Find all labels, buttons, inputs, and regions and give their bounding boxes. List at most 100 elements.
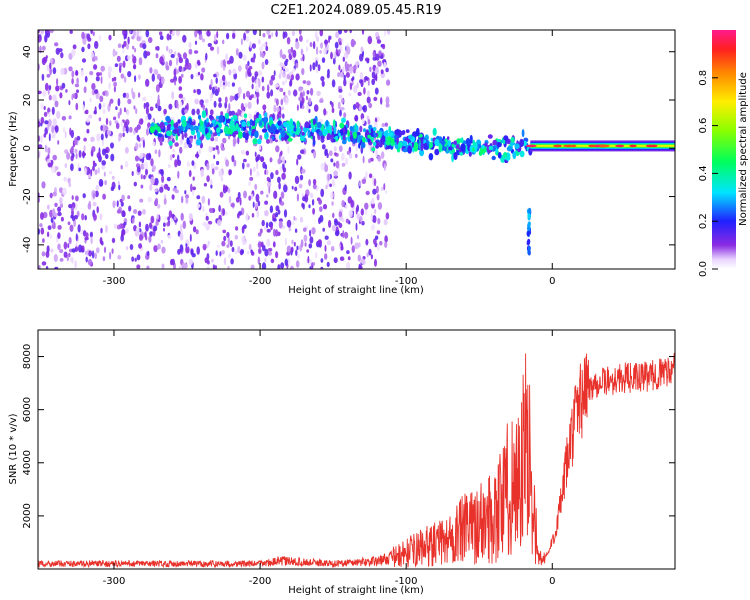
heatmap-noise-cell (134, 155, 140, 162)
heatmap-noise-cell (272, 241, 276, 248)
heatmap-noise-cell (222, 39, 225, 45)
heatmap-noise-cell (213, 154, 216, 159)
heatmap-noise-cell (93, 64, 98, 70)
heatmap-noise-cell (136, 264, 141, 269)
heatmap-noise-cell (365, 171, 368, 179)
heatmap-noise-cell (311, 199, 315, 206)
heatmap-noise-cell (185, 243, 188, 248)
snr-x-tick-label: -100 (395, 576, 418, 587)
heatmap-noise-cell (176, 57, 179, 66)
heatmap-noise-cell (306, 103, 309, 112)
heatmap-noise-cell (54, 202, 58, 207)
heatmap-noise-cell (154, 69, 159, 75)
heatmap-noise-cell (115, 122, 120, 129)
heatmap-noise-cell (47, 162, 52, 168)
heatmap-noise-cell (287, 49, 292, 54)
heatmap-noise-cell (43, 106, 46, 110)
heatmap-noise-cell (371, 224, 376, 231)
heatmap-noise-cell (169, 154, 173, 161)
heatmap-noise-cell (49, 30, 54, 34)
heatmap-noise-cell (57, 211, 62, 217)
heatmap-band-cell (438, 145, 442, 153)
heatmap-noise-cell (113, 223, 118, 229)
heatmap-noise-cell (155, 46, 158, 51)
heatmap-noise-cell (330, 191, 334, 199)
heatmap-noise-cell (383, 61, 387, 68)
heatmap-band-cell (390, 137, 395, 144)
heatmap-noise-cell (61, 116, 67, 121)
heatmap-noise-cell (337, 72, 341, 78)
heatmap-noise-cell (143, 161, 148, 170)
heatmap-noise-cell (127, 195, 131, 200)
heatmap-band-cell (380, 137, 386, 144)
heatmap-noise-cell (53, 212, 58, 218)
heatmap-noise-cell (179, 232, 184, 241)
heatmap-noise-cell (40, 212, 44, 220)
snr-x-label: Height of straight line (km) (288, 585, 424, 596)
heatmap-x-label: Height of straight line (km) (288, 285, 424, 296)
heatmap-noise-cell (131, 87, 134, 96)
heatmap-noise-cell (63, 251, 68, 258)
heatmap-noise-cell (227, 265, 230, 269)
heatmap-noise-cell (57, 232, 61, 240)
heatmap-noise-cell (293, 241, 296, 247)
heatmap-noise-cell (172, 148, 175, 153)
heatmap-noise-cell (216, 30, 219, 39)
heatmap-noise-cell (136, 254, 141, 261)
heatmap-noise-cell (359, 72, 364, 80)
heatmap-noise-cell (166, 176, 171, 182)
heatmap-noise-cell (213, 34, 217, 42)
heatmap-noise-cell (219, 191, 224, 198)
heatmap-noise-cell (330, 158, 334, 163)
heatmap-noise-cell (247, 101, 252, 110)
heatmap-band-cell (277, 120, 282, 126)
heatmap-noise-cell (365, 190, 370, 196)
heatmap-noise-cell (334, 230, 340, 237)
heatmap-noise-cell (291, 30, 296, 36)
heatmap-noise-cell (338, 145, 343, 152)
heatmap-noise-cell (157, 243, 161, 250)
heatmap-band-cell (154, 123, 158, 129)
heatmap-noise-cell (319, 30, 324, 37)
heatmap-band-cell (460, 137, 464, 144)
heatmap-noise-cell (52, 224, 56, 230)
heatmap-noise-cell (38, 265, 41, 269)
heatmap-noise-cell (261, 52, 265, 58)
heatmap-noise-cell (317, 64, 321, 72)
heatmap-noise-cell (172, 154, 175, 158)
heatmap-noise-cell (173, 75, 178, 83)
heatmap-band-cell (188, 118, 193, 126)
heatmap-noise-cell (279, 62, 284, 68)
heatmap-noise-cell (339, 109, 342, 117)
heatmap-y-tick-label: -40 (22, 237, 33, 253)
heatmap-noise-cell (228, 103, 231, 111)
heatmap-noise-cell (80, 229, 84, 235)
heatmap-noise-cell (90, 30, 93, 35)
heatmap-noise-cell (49, 62, 52, 70)
heatmap-noise-cell (341, 153, 345, 161)
heatmap-noise-cell (371, 71, 376, 79)
heatmap-noise-cell (251, 83, 254, 90)
heatmap-noise-cell (139, 152, 144, 160)
heatmap-noise-cell (376, 244, 380, 252)
heatmap-noise-cell (222, 137, 227, 144)
heatmap-noise-cell (274, 229, 279, 237)
heatmap-noise-cell (213, 132, 218, 137)
heatmap-noise-cell (90, 236, 93, 245)
heatmap-noise-cell (81, 31, 85, 40)
heatmap-noise-cell (143, 175, 146, 180)
heatmap-noise-cell (248, 195, 252, 201)
heatmap-noise-cell (252, 166, 256, 173)
heatmap-noise-cell (182, 52, 188, 60)
heatmap-noise-cell (59, 249, 64, 254)
heatmap-noise-cell (241, 249, 245, 255)
heatmap-noise-cell (346, 250, 350, 255)
heatmap-noise-cell (230, 110, 236, 116)
heatmap-noise-cell (242, 241, 247, 245)
heatmap-noise-cell (207, 220, 213, 225)
heatmap-noise-cell (354, 61, 360, 66)
heatmap-band-cell (419, 149, 425, 157)
heatmap-noise-cell (149, 67, 153, 74)
heatmap-noise-cell (226, 231, 230, 238)
heatmap-noise-cell (244, 103, 248, 108)
